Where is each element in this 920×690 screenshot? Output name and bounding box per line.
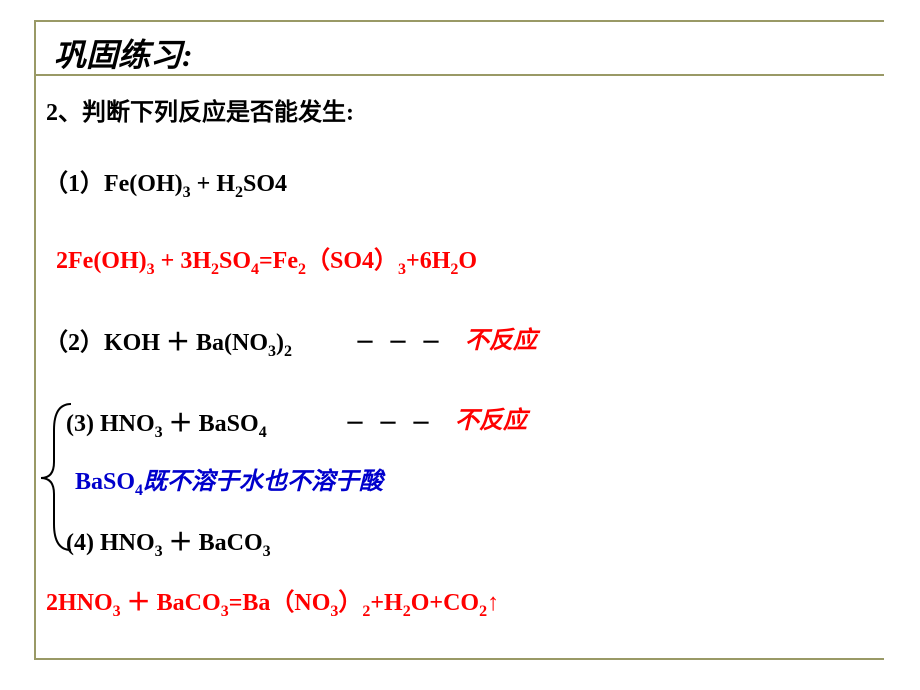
page-title: 巩固练习: — [54, 30, 193, 76]
q3-result: 不反应 — [455, 400, 527, 435]
a1: 2Fe(OH)3 + 3H2SO4=Fe2（SO4）3+6H2O — [56, 240, 477, 275]
q3: (3) HNO3 ＋ BaSO4 — [66, 403, 267, 438]
q2-dashes: － － － — [355, 326, 445, 355]
question-prompt: 2、判断下列反应是否能发生: — [46, 92, 354, 127]
grouping-bracket — [36, 400, 74, 555]
q2: （2）KOH ＋ Ba(NO3)2 — [44, 322, 292, 357]
note3: BaSO4既不溶于水也不溶于酸 — [75, 461, 383, 496]
q3-dashes: － － － — [345, 407, 435, 436]
q2-result: 不反应 — [465, 320, 537, 355]
a4: 2HNO3 ＋ BaCO3=Ba（NO3）2+H2O+CO2↑ — [46, 582, 499, 617]
q4: (4) HNO3 ＋ BaCO3 — [66, 522, 271, 557]
q1: （1）Fe(OH)3 + H2SO4 — [44, 163, 287, 198]
